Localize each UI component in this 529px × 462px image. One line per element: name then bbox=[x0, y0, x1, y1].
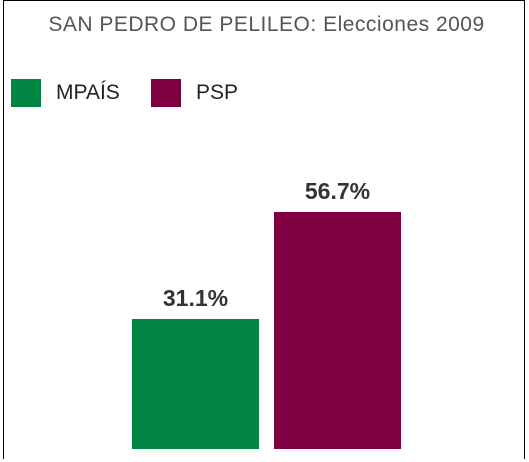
bar bbox=[132, 319, 259, 449]
legend-label: PSP bbox=[196, 81, 239, 104]
data-label: 31.1% bbox=[162, 285, 229, 311]
legend-label: MPAÍS bbox=[56, 81, 120, 104]
chart-title: SAN PEDRO DE PELILEO: Elecciones 2009 bbox=[48, 13, 485, 36]
legend-swatch bbox=[151, 79, 181, 107]
legend-swatch bbox=[11, 79, 41, 107]
bar bbox=[274, 211, 401, 449]
chart: SAN PEDRO DE PELILEO: Elecciones 2009 MP… bbox=[3, 0, 525, 459]
data-label: 56.7% bbox=[304, 177, 371, 204]
